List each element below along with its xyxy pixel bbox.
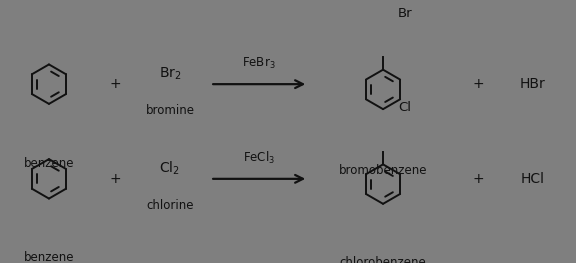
Text: Cl$_2$: Cl$_2$ [160, 160, 180, 177]
Text: bromobenzene: bromobenzene [339, 164, 427, 178]
Text: Br$_2$: Br$_2$ [158, 65, 181, 82]
Text: chlorine: chlorine [146, 199, 194, 212]
Text: FeCl$_3$: FeCl$_3$ [243, 150, 275, 166]
Text: chlorobenzene: chlorobenzene [340, 256, 426, 263]
Text: FeBr$_3$: FeBr$_3$ [242, 55, 276, 71]
Text: bromine: bromine [145, 104, 195, 117]
Text: +: + [472, 77, 484, 91]
Text: HBr: HBr [520, 77, 545, 91]
Text: +: + [472, 172, 484, 186]
Text: +: + [109, 172, 121, 186]
Text: benzene: benzene [24, 156, 74, 170]
Text: Br: Br [397, 7, 412, 20]
Text: benzene: benzene [24, 251, 74, 263]
Text: Cl: Cl [399, 101, 411, 114]
Text: +: + [109, 77, 121, 91]
Text: HCl: HCl [521, 172, 545, 186]
